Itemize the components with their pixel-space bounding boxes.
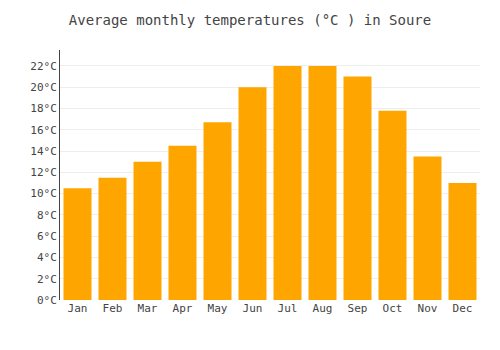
svg-text:14°C: 14°C <box>30 145 57 158</box>
svg-text:10°C: 10°C <box>30 187 57 200</box>
svg-text:Apr: Apr <box>173 302 193 315</box>
svg-text:Aug: Aug <box>313 302 333 315</box>
svg-text:Jun: Jun <box>243 302 263 315</box>
svg-text:Mar: Mar <box>138 302 158 315</box>
svg-text:6°C: 6°C <box>37 230 57 243</box>
svg-text:Sep: Sep <box>348 302 368 315</box>
svg-text:Oct: Oct <box>383 302 403 315</box>
svg-text:2°C: 2°C <box>37 273 57 286</box>
svg-text:May: May <box>208 302 228 315</box>
svg-text:16°C: 16°C <box>30 124 57 137</box>
svg-text:Dec: Dec <box>453 302 473 315</box>
svg-text:18°C: 18°C <box>30 102 57 115</box>
svg-text:0°C: 0°C <box>37 294 57 307</box>
svg-text:4°C: 4°C <box>37 251 57 264</box>
svg-text:12°C: 12°C <box>30 166 57 179</box>
svg-text:Jan: Jan <box>68 302 88 315</box>
svg-text:Average monthly temperatures (: Average monthly temperatures (°C ) in So… <box>69 12 431 28</box>
svg-text:Jul: Jul <box>278 302 298 315</box>
svg-text:Feb: Feb <box>103 302 123 315</box>
svg-text:22°C: 22°C <box>30 60 57 73</box>
svg-text:8°C: 8°C <box>37 209 57 222</box>
svg-text:Nov: Nov <box>418 302 438 315</box>
svg-text:20°C: 20°C <box>30 81 57 94</box>
